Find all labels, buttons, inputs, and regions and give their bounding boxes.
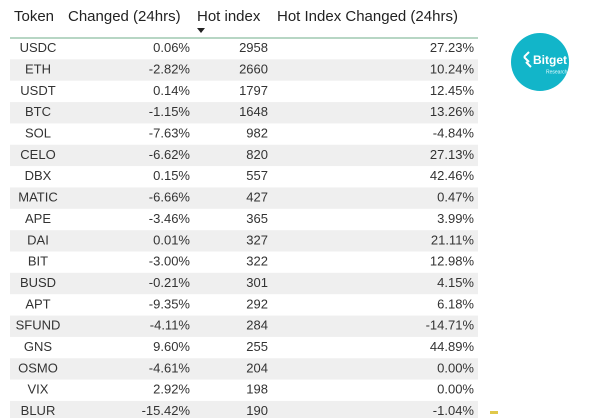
row-stripe	[10, 272, 478, 295]
table-cell: DAI	[27, 232, 49, 247]
table-cell: 1648	[239, 104, 268, 119]
row-stripe	[10, 102, 478, 124]
row-stripe	[10, 358, 478, 380]
logo-icon	[523, 51, 532, 68]
table-cell: -6.66%	[149, 190, 191, 205]
row-stripe	[10, 230, 478, 252]
table-cell: 427	[246, 190, 268, 205]
table-cell: 190	[246, 403, 268, 418]
row-stripe	[10, 187, 478, 209]
table-cell: 1797	[239, 83, 268, 98]
column-header: Hot Index Changed (24hrs)	[277, 8, 458, 25]
table-cell: 13.26%	[430, 104, 475, 119]
table-cell: USDT	[20, 83, 55, 98]
column-header: Token	[14, 8, 54, 25]
table-cell: 0.00%	[437, 382, 474, 397]
table-cell: APT	[25, 296, 50, 311]
column-header: Changed (24hrs)	[68, 8, 181, 25]
table-cell: 365	[246, 211, 268, 226]
table-cell: 0.47%	[437, 190, 474, 205]
table-cell: -0.21%	[149, 275, 191, 290]
table-cell: USDC	[20, 40, 57, 55]
table-cell: 284	[246, 318, 268, 333]
table-cell: 198	[246, 382, 268, 397]
table-cell: -3.00%	[149, 254, 191, 269]
table-cell: 0.01%	[153, 232, 190, 247]
table-cell: 292	[246, 296, 268, 311]
logo-name: Bitget	[533, 53, 567, 67]
table-cell: GNS	[24, 339, 53, 354]
table-cell: 0.14%	[153, 83, 190, 98]
table-cell: BTC	[25, 104, 51, 119]
table-cell: 12.98%	[430, 254, 475, 269]
table-cell: CELO	[20, 147, 55, 162]
table-cell: OSMO	[18, 360, 58, 375]
table-cell: VIX	[28, 382, 49, 397]
table-cell: BLUR	[21, 403, 56, 418]
table-cell: -9.35%	[149, 296, 191, 311]
row-stripe	[10, 144, 478, 167]
table-cell: -4.84%	[433, 126, 475, 141]
table-cell: APE	[25, 211, 51, 226]
table-cell: 21.11%	[431, 232, 475, 247]
table-cell: 9.60%	[153, 339, 190, 354]
logo-subtitle: Research	[546, 69, 568, 75]
table-cell: -4.61%	[149, 360, 191, 375]
table-cell: 0.06%	[153, 40, 190, 55]
table-cell: DBX	[25, 168, 52, 183]
table-cell: -4.11%	[150, 318, 191, 333]
table-cell: 982	[246, 126, 268, 141]
table-cell: 820	[246, 147, 268, 162]
table-cell: 322	[246, 254, 268, 269]
table-cell: -1.15%	[149, 104, 191, 119]
table-cell: -14.71%	[426, 318, 475, 333]
sort-arrow[interactable]	[197, 28, 205, 33]
table-cell: 301	[246, 275, 268, 290]
table-cell: ETH	[25, 61, 51, 76]
table-cell: 12.45%	[430, 83, 475, 98]
table-cell: 557	[246, 168, 268, 183]
table-cell: 0.00%	[437, 360, 474, 375]
table-cell: 4.15%	[437, 275, 474, 290]
table-cell: -1.04%	[433, 403, 475, 418]
table-cell: 255	[246, 339, 268, 354]
table-cell: 0.15%	[153, 168, 190, 183]
table-cell: 2.92%	[153, 382, 190, 397]
table-cell: BIT	[28, 254, 48, 269]
table-cell: -7.63%	[149, 126, 191, 141]
table-cell: -2.82%	[149, 61, 191, 76]
row-stripe	[10, 315, 478, 337]
table-cell: 27.13%	[430, 147, 475, 162]
table-cell: -6.62%	[149, 147, 191, 162]
table-cell: -3.46%	[149, 211, 191, 226]
table-cell: 2660	[239, 61, 268, 76]
table-cell: 6.18%	[437, 296, 474, 311]
table-cell: 10.24%	[430, 61, 475, 76]
table-cell: 2958	[239, 40, 268, 55]
table-cell: SOL	[25, 126, 51, 141]
column-header: Hot index	[197, 8, 261, 25]
table-cell: 204	[246, 360, 268, 375]
corner-mark	[490, 411, 498, 414]
table-cell: 44.89%	[430, 339, 475, 354]
table-cell: BUSD	[20, 275, 56, 290]
row-stripe	[10, 59, 478, 81]
table-cell: -15.42%	[142, 403, 191, 418]
table-cell: 27.23%	[430, 40, 475, 55]
logo-circle	[511, 33, 569, 91]
table-cell: 327	[246, 232, 268, 247]
table-cell: MATIC	[18, 190, 57, 205]
row-stripe	[10, 400, 478, 418]
table-cell: 3.99%	[437, 211, 474, 226]
table-cell: SFUND	[16, 318, 61, 333]
table-cell: 42.46%	[430, 168, 475, 183]
